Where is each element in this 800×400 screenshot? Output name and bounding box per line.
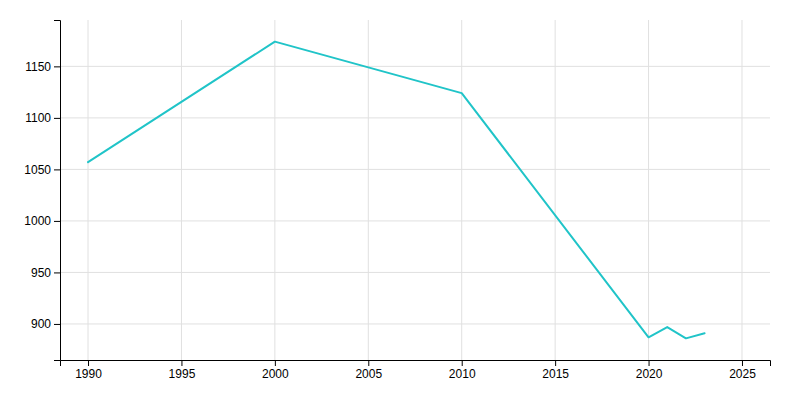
- y-tick: 1050: [24, 163, 60, 177]
- x-tick-mark: [555, 360, 556, 366]
- y-axis-line: [54, 21, 61, 361]
- x-tick: 2025: [729, 360, 756, 381]
- x-tick: 2010: [449, 360, 476, 381]
- x-tick: 2015: [542, 360, 569, 381]
- plot-area: 1990 1995 2000 2005 2010 2015 2020 2025 900 950 10…: [24, 20, 770, 381]
- x-tick: 1995: [169, 360, 196, 381]
- grid-line-x: [461, 20, 462, 360]
- x-tick: 2000: [262, 360, 289, 381]
- grid-line-x: [741, 20, 742, 360]
- x-tick-label: 2000: [262, 367, 289, 381]
- grid-line-x: [648, 20, 649, 360]
- grid-line-y: [60, 117, 770, 118]
- y-tick-mark: [54, 324, 60, 325]
- x-tick-mark: [742, 360, 743, 366]
- x-axis: 1990 1995 2000 2005 2010 2015 2020 2025: [61, 360, 771, 381]
- data-line: [88, 42, 705, 339]
- chart-container: 1990 1995 2000 2005 2010 2015 2020 2025 900 950 10…: [0, 0, 800, 400]
- grid-line-x: [181, 20, 182, 360]
- x-tick-label: 1990: [75, 367, 102, 381]
- grid-line-x: [555, 20, 556, 360]
- x-tick: 1990: [75, 360, 102, 381]
- y-tick-mark: [54, 66, 60, 67]
- y-tick-mark: [54, 221, 60, 222]
- x-tick-label: 2015: [542, 367, 569, 381]
- x-axis-line: [61, 361, 771, 367]
- x-tick-label: 1995: [169, 367, 196, 381]
- x-tick-label: 2010: [449, 367, 476, 381]
- x-tick-mark: [88, 360, 89, 366]
- x-tick-label: 2025: [729, 367, 756, 381]
- y-axis: 900 950 1000 1050 1100 1150: [24, 21, 60, 361]
- x-tick-mark: [649, 360, 650, 366]
- y-tick: 1000: [24, 214, 60, 228]
- y-tick-mark: [54, 272, 60, 273]
- grid-line-y: [60, 323, 770, 324]
- y-tick-label: 1050: [24, 163, 51, 177]
- y-tick-label: 1100: [25, 111, 51, 125]
- y-tick: 950: [31, 266, 60, 280]
- x-tick-mark: [368, 360, 369, 366]
- chart-svg: 1990 1995 2000 2005 2010 2015 2020 2025 900 950 10…: [0, 0, 800, 400]
- series-group: [88, 42, 705, 339]
- grid-line-y: [60, 169, 770, 170]
- x-tick-label: 2020: [636, 367, 663, 381]
- x-tick: 2020: [636, 360, 663, 381]
- y-tick: 900: [31, 317, 60, 331]
- grid-line-x: [368, 20, 369, 360]
- x-tick-mark: [275, 360, 276, 366]
- y-tick-label: 1000: [24, 214, 51, 228]
- grid-line-x: [274, 20, 275, 360]
- x-tick-mark: [181, 360, 182, 366]
- y-tick: 1100: [25, 111, 60, 125]
- y-tick: 1150: [25, 60, 60, 74]
- grid-line-x: [88, 20, 89, 360]
- grid: [60, 20, 770, 360]
- y-tick-label: 1150: [25, 60, 51, 74]
- y-tick-mark: [54, 118, 60, 119]
- grid-line-y: [60, 66, 770, 67]
- grid-line-y: [60, 220, 770, 221]
- y-tick-label: 900: [31, 317, 51, 331]
- x-tick: 2005: [355, 360, 382, 381]
- y-tick-label: 950: [31, 266, 51, 280]
- x-tick-label: 2005: [355, 367, 382, 381]
- x-tick-mark: [462, 360, 463, 366]
- y-tick-mark: [54, 169, 60, 170]
- grid-line-y: [60, 272, 770, 273]
